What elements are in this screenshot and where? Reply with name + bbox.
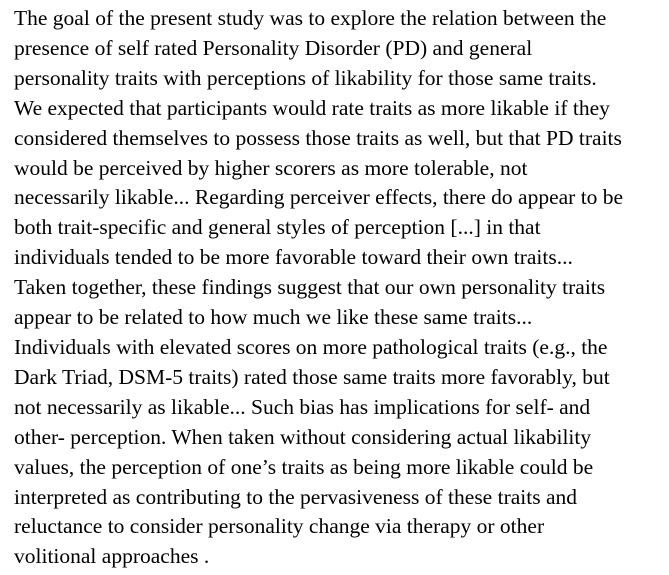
text-line-14: not necessarily as likable... Such bias …	[14, 394, 591, 419]
text-line-16: values, the perception of one’s traits a…	[14, 454, 594, 479]
text-line-7: necessarily likable... Regarding perceiv…	[14, 185, 624, 210]
text-line-12: Individuals with elevated scores on more…	[14, 334, 608, 359]
text-line-9: individuals tended to be more favorable …	[14, 245, 573, 270]
text-line-18: reluctance to consider personality chang…	[14, 514, 545, 539]
text-line-6: would be perceived by higher scorers as …	[14, 155, 528, 180]
text-line-19: volitional approaches .	[14, 544, 210, 569]
text-line-1: The goal of the present study was to exp…	[14, 6, 607, 30]
text-line-11: appear to be related to how much we like…	[14, 305, 533, 330]
text-line-4: We expected that participants would rate…	[14, 95, 610, 120]
text-line-3: personality traits with perceptions of l…	[14, 65, 597, 90]
text-line-15: other- perception. When taken without co…	[14, 424, 592, 449]
text-line-2: presence of self rated Personality Disor…	[14, 35, 533, 60]
text-line-10: Taken together, these findings suggest t…	[14, 275, 606, 300]
text-line-5: considered themselves to possess those t…	[14, 125, 622, 150]
text-line-8: both trait-specific and general styles o…	[14, 215, 541, 240]
text-line-17: interpreted as contributing to the perva…	[14, 484, 578, 509]
text-line-13: Dark Triad, DSM-5 traits) rated those sa…	[14, 364, 610, 389]
quote-paragraph: The goal of the present study was to exp…	[14, 4, 666, 572]
